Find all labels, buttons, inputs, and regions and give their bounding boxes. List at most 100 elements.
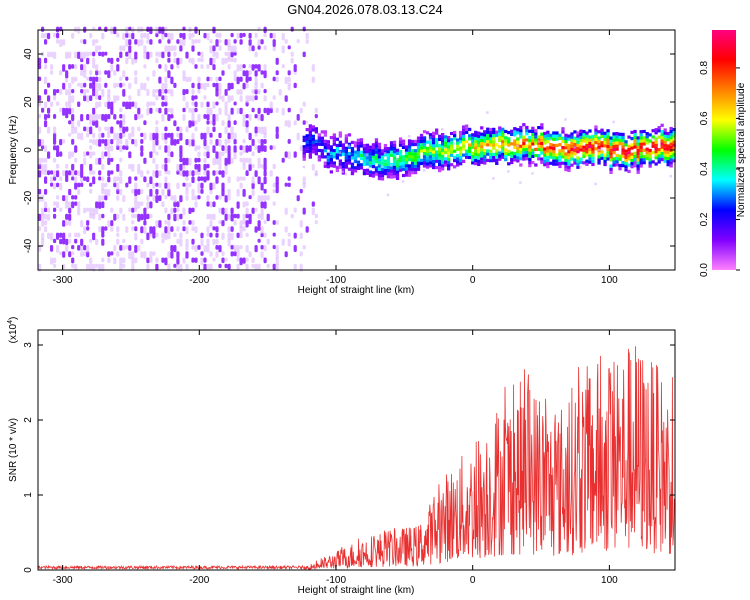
- spectrogram-cell: [98, 170, 102, 176]
- spectrogram-cell: [191, 82, 195, 89]
- spectrogram-cell: [621, 154, 625, 158]
- spectrogram-cell: [603, 144, 607, 148]
- spectrogram-cell: [158, 76, 162, 84]
- spectrogram-x-label: Height of straight line (km): [298, 285, 415, 296]
- spectrogram-cell: [155, 151, 159, 156]
- spectrogram-cell: [314, 142, 318, 146]
- spectrogram-cell: [585, 159, 589, 163]
- spectrogram-cell: [209, 57, 213, 66]
- spectrogram-cell: [558, 155, 562, 159]
- spectrogram-cell: [275, 257, 279, 265]
- spectrogram-cell: [44, 114, 48, 120]
- spectrogram-cell: [314, 152, 318, 156]
- spectrogram-cell: [591, 156, 595, 160]
- spectrogram-cell: [422, 169, 426, 172]
- spectrogram-cell: [492, 140, 496, 144]
- colorbar-ticks: 0.00.20.40.60.8: [699, 61, 740, 277]
- spectrogram-cell: [239, 176, 243, 181]
- spectrogram-cell: [98, 95, 102, 100]
- spectrogram-cell: [149, 188, 153, 197]
- spectrogram-cell: [347, 145, 352, 149]
- spectrogram-cell: [248, 64, 252, 69]
- spectrogram-cell: [194, 163, 198, 170]
- spectrogram-cell: [86, 245, 90, 253]
- spectrogram-cell: [648, 139, 652, 143]
- spectrogram-cell: [92, 51, 96, 57]
- spectrogram-cell: [552, 156, 556, 160]
- spectrogram-cell: [227, 82, 231, 91]
- spectrogram-cell: [218, 132, 222, 139]
- spectrogram-cell: [395, 161, 400, 165]
- spectrogram-cell: [374, 153, 379, 157]
- spectrogram-cell: [332, 133, 336, 137]
- spectrogram-cell: [185, 157, 189, 166]
- spectrogram-cell: [200, 251, 204, 256]
- spectrogram-cell: [573, 152, 577, 156]
- spectrogram-cell: [516, 156, 520, 160]
- spectrogram-cell: [567, 150, 571, 154]
- spectrogram-cell: [191, 132, 195, 141]
- spectrogram-cell: [122, 70, 126, 78]
- spectrogram-cell: [645, 150, 649, 154]
- spectrogram-cell: [459, 152, 463, 156]
- spectrogram-cell: [444, 135, 448, 139]
- spectrogram-cell: [212, 170, 216, 176]
- spectrogram-cell: [597, 158, 601, 162]
- spectrogram-cell: [263, 170, 267, 177]
- spectrogram-cell: [272, 245, 276, 250]
- spectrogram-cell: [624, 158, 628, 163]
- spectrogram-cell: [209, 120, 213, 125]
- spectrogram-cell: [173, 57, 177, 64]
- spectrogram-cell: [104, 82, 108, 88]
- spectrogram-cell: [522, 141, 526, 146]
- spectrogram-cell: [350, 172, 355, 176]
- spectrogram-cell: [639, 155, 643, 159]
- spectrogram-cell: [128, 132, 132, 140]
- spectrogram-cell: [549, 161, 553, 165]
- spectrogram-cell: [645, 138, 649, 142]
- spectrogram-cell: [287, 232, 291, 237]
- spectrogram-cell: [236, 188, 240, 197]
- spectrogram-cell: [645, 147, 649, 151]
- spectrogram-cell: [245, 126, 249, 134]
- spectrogram-cell: [398, 159, 403, 163]
- spectrogram-cell: [314, 139, 318, 143]
- x-tick-label: 100: [601, 575, 618, 586]
- spectrogram-cell: [107, 57, 111, 63]
- spectrogram-cell: [170, 45, 174, 52]
- spectrogram-cell: [419, 158, 424, 162]
- spectrogram-cell: [561, 127, 565, 131]
- spectrogram-cell: [618, 139, 622, 143]
- spectrogram-cell: [146, 182, 150, 188]
- spectrogram-cell: [543, 150, 547, 154]
- spectrogram-cell: [263, 245, 267, 252]
- spectrogram-cell: [134, 188, 138, 197]
- spectrogram-cell: [347, 167, 352, 171]
- spectrogram-cell: [212, 201, 216, 208]
- spectrogram-cell: [215, 195, 219, 200]
- spectrogram-cell: [648, 152, 652, 156]
- spectrogram-cell: [113, 82, 117, 89]
- spectrogram-cell: [594, 182, 597, 186]
- spectrogram-cell: [531, 142, 535, 146]
- spectrogram-cell: [561, 161, 565, 165]
- spectrogram-cell: [468, 152, 472, 156]
- spectrogram-cell: [137, 114, 141, 119]
- spectrogram-cell: [350, 150, 355, 154]
- spectrogram-cell: [287, 176, 291, 181]
- spectrogram-cell: [272, 95, 276, 100]
- spectrogram-cell: [579, 132, 583, 136]
- colorbar-tick-label: 0.0: [699, 263, 710, 277]
- spectrogram-cell: [579, 138, 583, 143]
- spectrogram-cell: [299, 251, 303, 257]
- spectrogram-cell: [179, 195, 183, 203]
- spectrogram-cell: [125, 182, 129, 188]
- spectrogram-cell: [266, 195, 270, 201]
- spectrogram-cell: [600, 153, 604, 157]
- spectrogram-cell: [410, 158, 415, 162]
- spectrogram-cell: [432, 147, 436, 151]
- spectrogram-cell: [669, 139, 673, 143]
- spectrogram-cell: [380, 167, 385, 172]
- spectrogram-cell: [537, 144, 541, 148]
- spectrogram-cell: [374, 147, 379, 151]
